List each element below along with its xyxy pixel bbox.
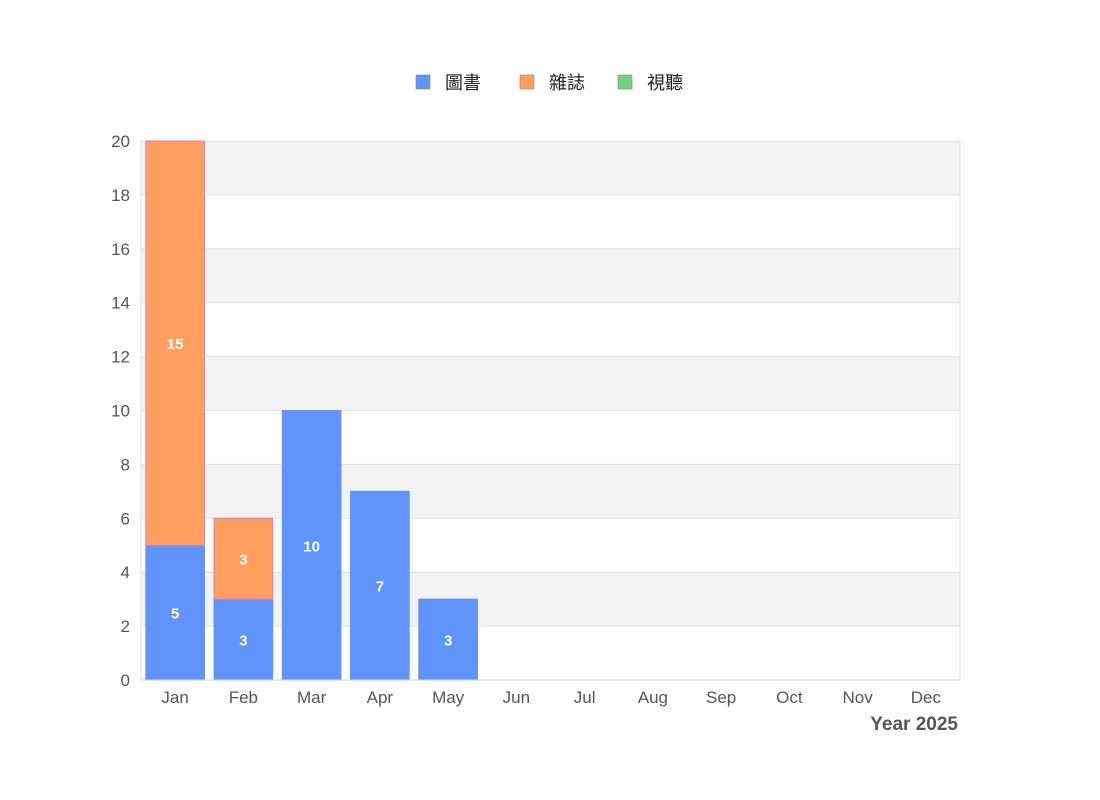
grid-band <box>141 194 960 249</box>
grid-band <box>141 572 960 627</box>
x-tick-label: Apr <box>367 688 394 707</box>
y-tick-label: 6 <box>121 509 130 528</box>
data-labels: 5 15 3 3 10 7 3 <box>167 336 453 649</box>
bars <box>145 140 478 681</box>
grid-band <box>141 464 960 519</box>
x-tick-label: Nov <box>843 688 874 707</box>
grid-band <box>141 141 960 195</box>
y-tick-label: 16 <box>111 240 130 259</box>
x-tick-label: Jan <box>161 688 188 707</box>
x-axis: Jan Feb Mar Apr May Jun Jul Aug Sep Oct Nov Dec <box>141 679 960 707</box>
data-label: 3 <box>239 552 247 569</box>
x-tick-label: Jun <box>503 688 530 707</box>
y-tick-label: 14 <box>111 294 130 313</box>
legend-label: 圖書 <box>445 73 481 93</box>
legend-item: 雜誌 <box>519 73 585 93</box>
data-label: 10 <box>303 538 320 555</box>
y-tick-label: 4 <box>121 563 130 582</box>
y-tick-label: 0 <box>121 671 130 690</box>
y-tick-label: 12 <box>111 348 130 367</box>
x-tick-label: Jul <box>574 688 596 707</box>
x-tick-label: Sep <box>706 688 736 707</box>
legend-label: 雜誌 <box>549 73 585 93</box>
grid-band <box>141 626 960 680</box>
data-label: 15 <box>167 336 184 353</box>
x-tick-label: Oct <box>776 688 803 707</box>
data-label: 3 <box>444 633 452 650</box>
x-tick-label: Mar <box>297 688 327 707</box>
bar-圖書-May <box>418 598 478 681</box>
y-tick-label: 20 <box>111 132 130 151</box>
plot-background-bands <box>141 141 960 680</box>
legend-label: 視聽 <box>647 73 683 93</box>
x-tick-label: Feb <box>229 688 258 707</box>
y-tick-label: 8 <box>121 455 130 474</box>
bar-圖書-Mar <box>281 410 342 681</box>
legend-item: 視聽 <box>617 73 683 93</box>
y-tick-label: 2 <box>121 617 130 636</box>
grid-band <box>141 302 960 357</box>
grid-band <box>141 356 960 411</box>
y-axis: 0 2 4 6 8 10 12 14 16 18 20 <box>111 132 130 690</box>
y-tick-label: 18 <box>111 186 130 205</box>
bar-圖書-Feb <box>213 598 274 681</box>
legend-swatch <box>617 74 633 90</box>
x-tick-label: May <box>432 688 465 707</box>
grid-band <box>141 518 960 573</box>
grid-band <box>141 248 960 303</box>
legend-swatch <box>519 74 535 90</box>
bar-雜誌-Feb <box>213 517 274 600</box>
bar-雜誌-Jan <box>145 140 205 546</box>
bar-圖書-Apr <box>350 490 410 681</box>
y-tick-label: 10 <box>111 402 130 421</box>
data-label: 3 <box>239 633 247 650</box>
legend-item: 圖書 <box>415 73 481 93</box>
x-axis-title: Year 2025 <box>870 714 958 735</box>
legend-swatch <box>415 74 431 90</box>
x-tick-label: Aug <box>638 688 668 707</box>
x-tick-label: Dec <box>911 688 942 707</box>
legend: 圖書 雜誌 視聽 <box>415 73 683 93</box>
grid-band <box>141 410 960 465</box>
data-label: 5 <box>171 606 179 623</box>
data-label: 7 <box>376 579 384 596</box>
